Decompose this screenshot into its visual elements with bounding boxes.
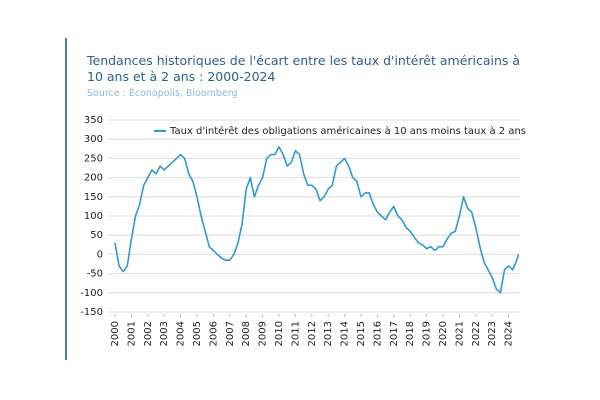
x-tick-label: 2023 [487, 321, 498, 346]
x-tick-label: 2011 [290, 321, 301, 346]
y-tick-label: 150 [84, 192, 103, 203]
x-tick-label: 2001 [126, 321, 137, 346]
x-tick-label: 2009 [258, 321, 269, 346]
accent-bar [65, 38, 67, 360]
x-tick-label: 2022 [471, 321, 482, 346]
y-tick-label: 100 [84, 211, 103, 222]
x-tick-label: 2002 [143, 321, 154, 346]
x-tick-label: 2010 [274, 321, 285, 346]
x-tick-label: 2021 [454, 321, 465, 346]
chart-title: Tendances historiques de l'écart entre l… [87, 53, 521, 84]
x-tick-label: 2018 [405, 321, 416, 346]
x-tick-label: 2016 [372, 321, 383, 346]
x-tick-label: 2024 [504, 321, 515, 346]
x-tick-label: 2005 [192, 321, 203, 346]
x-tick-label: 2019 [422, 321, 433, 346]
x-tick-label: 2003 [159, 321, 170, 346]
x-tick-label: 2008 [241, 321, 252, 346]
legend-label: Taux d'intérêt des obligations américain… [169, 125, 526, 137]
x-tick-label: 2020 [438, 321, 449, 346]
x-tick-label: 2013 [323, 321, 334, 346]
x-tick-label: 2004 [176, 321, 187, 346]
data-line [114, 146, 520, 294]
x-tick-label: 2017 [389, 321, 400, 346]
x-tick-label: 2015 [356, 321, 367, 346]
y-tick-label: 200 [84, 173, 103, 184]
y-tick-label: 350 [84, 115, 103, 126]
x-tick-label: 2000 [110, 321, 121, 346]
y-tick-label: 0 [97, 249, 103, 260]
chart-subtitle: Source : Econopolis, Bloomberg [87, 88, 238, 99]
y-tick-label: 250 [84, 153, 103, 164]
x-tick-label: 2012 [307, 321, 318, 346]
y-tick-label: -150 [80, 307, 103, 318]
y-tick-label: -50 [87, 269, 103, 280]
x-tick-label: 2014 [340, 321, 351, 346]
y-tick-label: -100 [80, 288, 103, 299]
x-tick-label: 2006 [208, 321, 219, 346]
y-tick-label: 50 [90, 230, 103, 241]
x-tick-label: 2007 [225, 321, 236, 346]
y-tick-label: 300 [84, 134, 103, 145]
